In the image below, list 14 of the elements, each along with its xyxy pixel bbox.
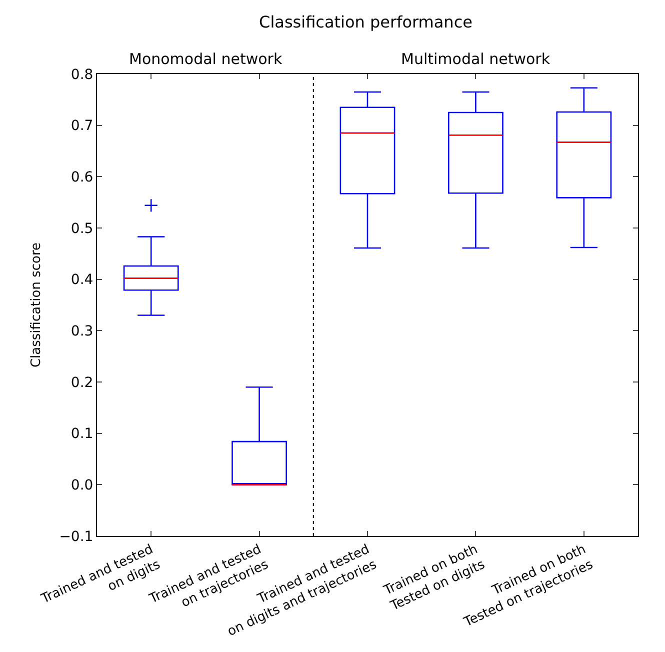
y-tick-label: 0.8 bbox=[70, 66, 94, 83]
y-tick-label: 0.1 bbox=[70, 426, 94, 442]
chart-title: Classification performance bbox=[259, 12, 472, 32]
y-tick-label: 0.3 bbox=[70, 324, 94, 340]
text: Monomodal network bbox=[129, 50, 282, 68]
y-tick-label: −0.1 bbox=[59, 528, 94, 545]
text: 0.0 bbox=[70, 478, 94, 494]
y-tick-label: 0.2 bbox=[70, 374, 94, 391]
y-tick-label: 0.6 bbox=[70, 170, 94, 186]
y-tick-label: 0.4 bbox=[70, 272, 94, 288]
y-tick-label: 0.7 bbox=[70, 118, 94, 134]
y-tick-label: 0.5 bbox=[70, 220, 94, 237]
text: Multimodal network bbox=[401, 50, 550, 68]
y-axis-title: Classification score bbox=[29, 242, 44, 368]
